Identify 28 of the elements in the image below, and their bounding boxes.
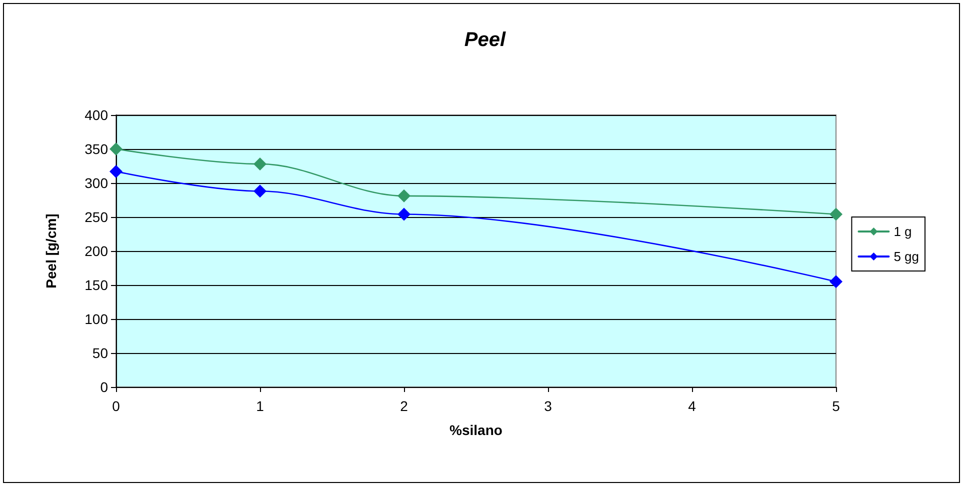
y-tick-label: 350 bbox=[84, 141, 108, 157]
point bbox=[110, 164, 122, 178]
x-tick-label: 0 bbox=[112, 398, 120, 414]
y-tick-label: 50 bbox=[92, 345, 108, 361]
y-tick-label: 300 bbox=[84, 175, 108, 191]
point bbox=[398, 208, 410, 221]
legend-label: 5 gg bbox=[894, 249, 920, 264]
y-tick-label: 250 bbox=[84, 209, 108, 225]
y-tick-label: 400 bbox=[84, 107, 108, 123]
x-tick-label: 4 bbox=[688, 398, 696, 414]
y-axis-title: Peel [g/cm] bbox=[43, 214, 59, 288]
y-tick-label: 200 bbox=[84, 243, 108, 259]
point bbox=[830, 208, 842, 221]
y-tick-label: 150 bbox=[84, 277, 108, 293]
x-tick-label: 5 bbox=[832, 398, 840, 414]
x-tick-label: 1 bbox=[256, 398, 264, 414]
point bbox=[830, 275, 842, 288]
point bbox=[398, 189, 410, 202]
x-tick-label: 3 bbox=[544, 398, 552, 414]
legend-label: 1 g bbox=[894, 224, 912, 239]
point bbox=[254, 157, 266, 170]
y-tick-label: 0 bbox=[100, 379, 108, 395]
y-tick-label: 100 bbox=[84, 311, 108, 327]
point bbox=[110, 142, 122, 156]
point bbox=[254, 184, 266, 198]
chart-title: Peel bbox=[464, 29, 506, 51]
x-tick-label: 2 bbox=[400, 398, 408, 414]
x-axis-title: %silano bbox=[450, 422, 502, 438]
